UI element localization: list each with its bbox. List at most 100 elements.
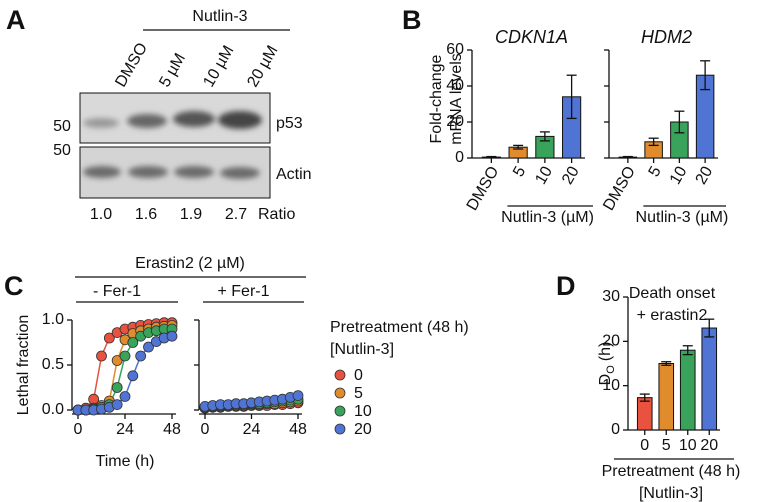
x-tick-label: 20 (559, 164, 583, 188)
data-point (111, 399, 123, 411)
lane-label: 10 µM (200, 43, 237, 90)
error-bar (682, 345, 693, 356)
error-bar (513, 144, 524, 150)
error-bar (661, 361, 672, 366)
error-bar (704, 318, 715, 338)
y-tick-label: 0 (611, 421, 620, 438)
error-bar (674, 110, 685, 134)
x-tick-label: 24 (243, 421, 261, 438)
x-axis-label: [Nutlin-3] (639, 485, 703, 502)
x-tick-label: 10 (667, 164, 691, 188)
x-tick-label: DMSO (464, 164, 503, 214)
lane-label: 5 µM (156, 51, 189, 91)
legend-label: 0 (354, 367, 363, 384)
data-point (166, 330, 178, 342)
data-point (111, 382, 123, 393)
legend-swatch (334, 387, 346, 399)
x-tick-label: 5 (662, 437, 671, 454)
legend-title: Pretreatment (48 h) (330, 319, 469, 336)
chart-title: HDM2 (641, 27, 692, 47)
data-point (119, 350, 131, 362)
x-tick-label: 0 (74, 421, 83, 438)
chart-title: CDKN1A (495, 27, 568, 47)
error-bar (648, 137, 659, 147)
data-point (143, 341, 154, 353)
x-tick-label: 5 (646, 164, 665, 180)
mw-marker: 50 (53, 118, 71, 135)
legend-label: 5 (354, 385, 363, 402)
data-point (103, 332, 115, 344)
y-tick-label: 60 (446, 41, 464, 58)
bar (701, 327, 718, 431)
bar (679, 349, 696, 431)
x-axis-label: Pretreatment (48 h) (602, 463, 741, 480)
lane-label: DMSO (112, 40, 151, 90)
y-tick-label: 0.5 (42, 356, 64, 373)
bar (636, 397, 653, 431)
y-axis-label: Lethal fraction (15, 315, 32, 416)
error-bar (566, 74, 577, 120)
ratio: 1.9 (180, 206, 202, 223)
data-point (127, 337, 139, 348)
x-tick-label: 20 (693, 164, 717, 188)
x-tick-label: 5 (510, 164, 529, 180)
legend-swatch (334, 369, 346, 381)
x-tick-label: DMSO (600, 164, 639, 214)
x-tick-label: 20 (700, 437, 718, 454)
legend-title: [Nutlin-3] (330, 341, 394, 358)
y-tick-label: 10 (602, 377, 620, 394)
x-tick-label: 0 (640, 437, 649, 454)
chart-title: - Fer-1 (93, 283, 141, 300)
x-tick-label: 10 (532, 164, 556, 188)
x-tick-label: 0 (201, 421, 210, 438)
panel-label: C (4, 271, 24, 301)
x-tick-label: 24 (116, 421, 134, 438)
x-axis-label: Time (h) (96, 453, 155, 470)
data-point (127, 370, 139, 382)
data-point (292, 390, 304, 402)
y-tick-label: 40 (446, 77, 464, 94)
y-axis-label: mRNA levels (448, 53, 465, 145)
legend-swatch (334, 405, 346, 417)
y-tick-label: 0 (455, 149, 464, 166)
legend-label: 10 (354, 403, 372, 420)
panel-label: B (402, 5, 422, 35)
y-tick-label: 20 (602, 333, 620, 350)
y-tick-label: 30 (602, 288, 620, 305)
chart-title: Death onset (629, 285, 716, 302)
mw-marker: 50 (53, 142, 71, 159)
y-tick-label: 1.0 (42, 311, 64, 328)
data-point (135, 350, 147, 362)
x-axis-label: Nutlin-3 (µM) (501, 209, 594, 226)
y-tick-label: 20 (446, 113, 464, 130)
lane-label: 20 µM (244, 43, 281, 90)
ratio: 2.7 (225, 206, 247, 223)
y-axis-label: Fold-change (428, 54, 445, 143)
error-bar (639, 393, 650, 402)
y-axis-label-part: O (605, 365, 617, 374)
y-axis-label-part: (h) (597, 342, 614, 362)
lane-labels: DMSO 5 µM 10 µM 20 µM (112, 40, 281, 90)
error-bar (539, 131, 550, 142)
supertitle: Erastin2 (2 µM) (135, 255, 245, 272)
error-bar (700, 60, 711, 91)
band-label: Actin (276, 166, 312, 183)
p53-bands (83, 111, 262, 129)
x-tick-label: 10 (679, 437, 697, 454)
y-axis-label-part: D (597, 374, 614, 386)
error-bar (622, 155, 633, 159)
x-tick-label: 48 (289, 421, 307, 438)
band-label: p53 (276, 115, 303, 132)
chart-title: + erastin2 (637, 307, 708, 324)
data-point (96, 350, 107, 362)
panel-label: A (6, 5, 26, 35)
bar (658, 363, 675, 431)
legend-label: 20 (354, 421, 372, 438)
error-bar (486, 155, 497, 159)
y-tick-label: 0.0 (42, 401, 64, 418)
actin-bands (83, 166, 260, 179)
ratio-label: Ratio (258, 206, 295, 223)
y-axis-label: DO (h) (597, 342, 617, 386)
panel-label: D (556, 271, 576, 301)
